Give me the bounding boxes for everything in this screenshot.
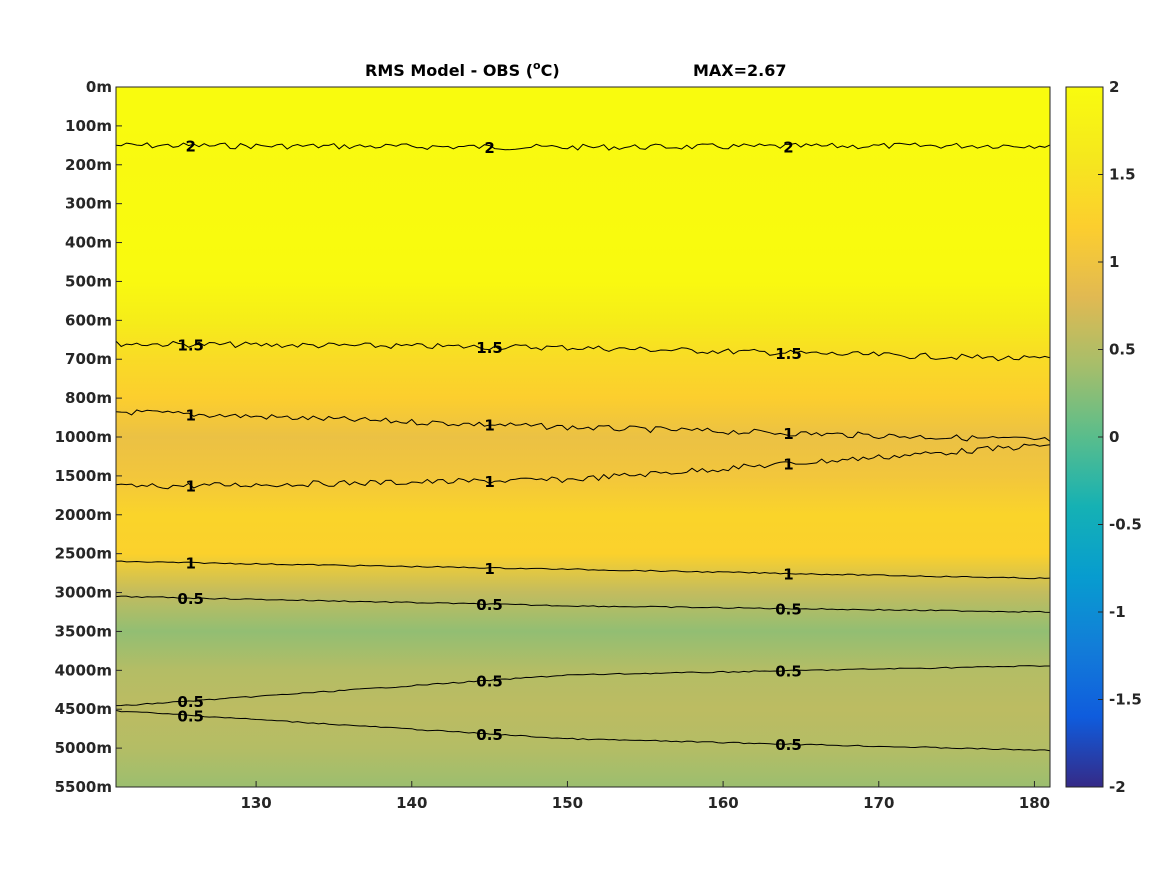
- contour-label: 1: [484, 473, 494, 491]
- contour-label: 2: [783, 138, 793, 156]
- y-tick-label: 200m: [65, 156, 112, 174]
- colorbar-tick-label: -2: [1109, 778, 1126, 796]
- contour-label: 1: [783, 565, 793, 583]
- y-tick-label: 5000m: [55, 739, 112, 757]
- contour-label: 2: [484, 139, 494, 157]
- contour-label: 0.5: [775, 736, 802, 754]
- chart-title-unit: C): [541, 61, 560, 80]
- title-group: RMS Model - OBS (oC) MAX=2.67: [365, 59, 787, 80]
- contour-label: 0.5: [476, 672, 503, 690]
- contour-label: 1: [186, 406, 196, 424]
- contour-label: 0.5: [775, 663, 802, 681]
- y-tick-label: 100m: [65, 117, 112, 135]
- colorbar-scale: [1065, 86, 1104, 788]
- contour-label: 1: [783, 456, 793, 474]
- colorbar-tick-label: 1.5: [1109, 166, 1136, 184]
- colorbar-tick-label: 1: [1109, 253, 1119, 271]
- y-tick-label: 2000m: [55, 506, 112, 524]
- contour-label: 0.5: [177, 693, 204, 711]
- y-tick-label: 800m: [65, 389, 112, 407]
- y-axis: 0m 100m 200m 300m 400m 500m 600m 700m 800m 1000m 1…: [55, 78, 122, 796]
- x-tick-label: 170: [863, 794, 894, 812]
- contour-label: 1.5: [775, 345, 802, 363]
- y-tick-label: 700m: [65, 350, 112, 368]
- y-tick-label: 5500m: [55, 778, 112, 796]
- y-tick-label: 3000m: [55, 584, 112, 602]
- y-tick-label: 500m: [65, 272, 112, 290]
- contour-label: 1: [484, 417, 494, 435]
- y-tick-label: 4000m: [55, 661, 112, 679]
- contour-line: [116, 142, 1050, 151]
- colorbar-tick-label: 2: [1109, 78, 1119, 96]
- contour-label: 0.5: [476, 596, 503, 614]
- chart-title-main: RMS Model - OBS (: [365, 61, 533, 80]
- contour-label: 1.5: [177, 336, 204, 354]
- x-tick-label: 150: [552, 794, 583, 812]
- contour-label: 1: [783, 425, 793, 443]
- x-tick-label: 130: [240, 794, 271, 812]
- plot-area: 2 2 21.5 1.5 1.511 11 111 1 10.5 0.5 0.50.50.50.50…: [115, 86, 1051, 788]
- contour-label: 2: [186, 138, 196, 156]
- colorbar-ticks: 2 1.5 1 0.5 0 -0.5 -1 -1.5 -2: [1098, 78, 1142, 796]
- contour-line: [116, 560, 1050, 580]
- contour-line: [116, 709, 1050, 752]
- y-tick-label: 600m: [65, 311, 112, 329]
- colorbar: 2 1.5 1 0.5 0 -0.5 -1 -1.5 -2: [1065, 78, 1142, 796]
- x-axis: 130 140 150 160 170 180: [240, 781, 1050, 812]
- x-tick-label: 160: [707, 794, 738, 812]
- colorbar-tick-label: -1.5: [1109, 691, 1142, 709]
- contour-line: [116, 665, 1050, 707]
- colorbar-tick-label: -1: [1109, 603, 1126, 621]
- x-tick-label: 140: [396, 794, 427, 812]
- contour-label: 1: [186, 478, 196, 496]
- contour-line: [116, 595, 1050, 613]
- y-tick-label: 4500m: [55, 700, 112, 718]
- contour-label: 0.5: [177, 590, 204, 608]
- contour-label: 1.5: [476, 339, 503, 357]
- contour-label: 0.5: [775, 601, 802, 619]
- colorbar-tick-label: 0: [1109, 428, 1119, 446]
- y-tick-label: 1500m: [55, 467, 112, 485]
- contour-label: 1: [186, 555, 196, 573]
- chart-title: RMS Model - OBS (oC): [365, 59, 560, 80]
- y-tick-label: 2500m: [55, 545, 112, 563]
- contour-label: 0.5: [476, 726, 503, 744]
- contour-line: [116, 443, 1050, 490]
- y-tick-label: 3500m: [55, 622, 112, 640]
- contour-line: [116, 409, 1050, 442]
- y-tick-label: 300m: [65, 195, 112, 213]
- y-tick-label: 400m: [65, 234, 112, 252]
- max-label: MAX=2.67: [693, 61, 787, 80]
- contour-label: 0.5: [177, 707, 204, 725]
- y-tick-label: 0m: [86, 78, 112, 96]
- contour-line: [116, 340, 1050, 362]
- heatmap-field: [116, 87, 1050, 787]
- colorbar-tick-label: 0.5: [1109, 341, 1136, 359]
- contour-label: 1: [484, 560, 494, 578]
- chart-title-sup: o: [533, 59, 541, 72]
- contour-lines: 2 2 21.5 1.5 1.511 11 111 1 10.5 0.5 0.50.50.50.50…: [116, 138, 1050, 754]
- colorbar-tick-label: -0.5: [1109, 516, 1142, 534]
- y-tick-label: 1000m: [55, 428, 112, 446]
- x-tick-label: 180: [1019, 794, 1050, 812]
